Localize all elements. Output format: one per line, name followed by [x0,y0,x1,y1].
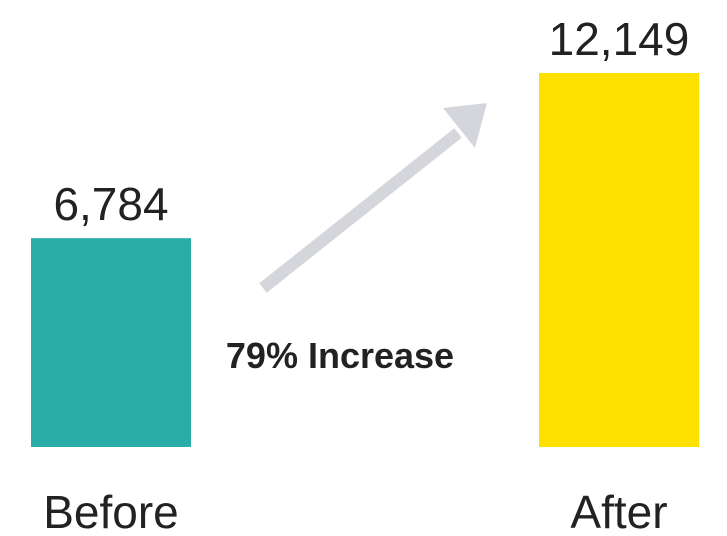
bar-after [539,73,699,447]
category-label-after: After [570,486,667,536]
labels-layer: 6,784 Before 12,149 After [43,13,689,536]
increase-arrow [259,103,487,293]
bars-layer [31,73,699,447]
value-label-before: 6,784 [53,178,168,230]
bar-before [31,238,191,447]
arrow-head [443,103,487,148]
category-label-before: Before [43,486,179,536]
arrow-shaft [259,128,462,293]
increase-annotation: 79% Increase [226,335,454,376]
value-label-after: 12,149 [549,13,690,65]
